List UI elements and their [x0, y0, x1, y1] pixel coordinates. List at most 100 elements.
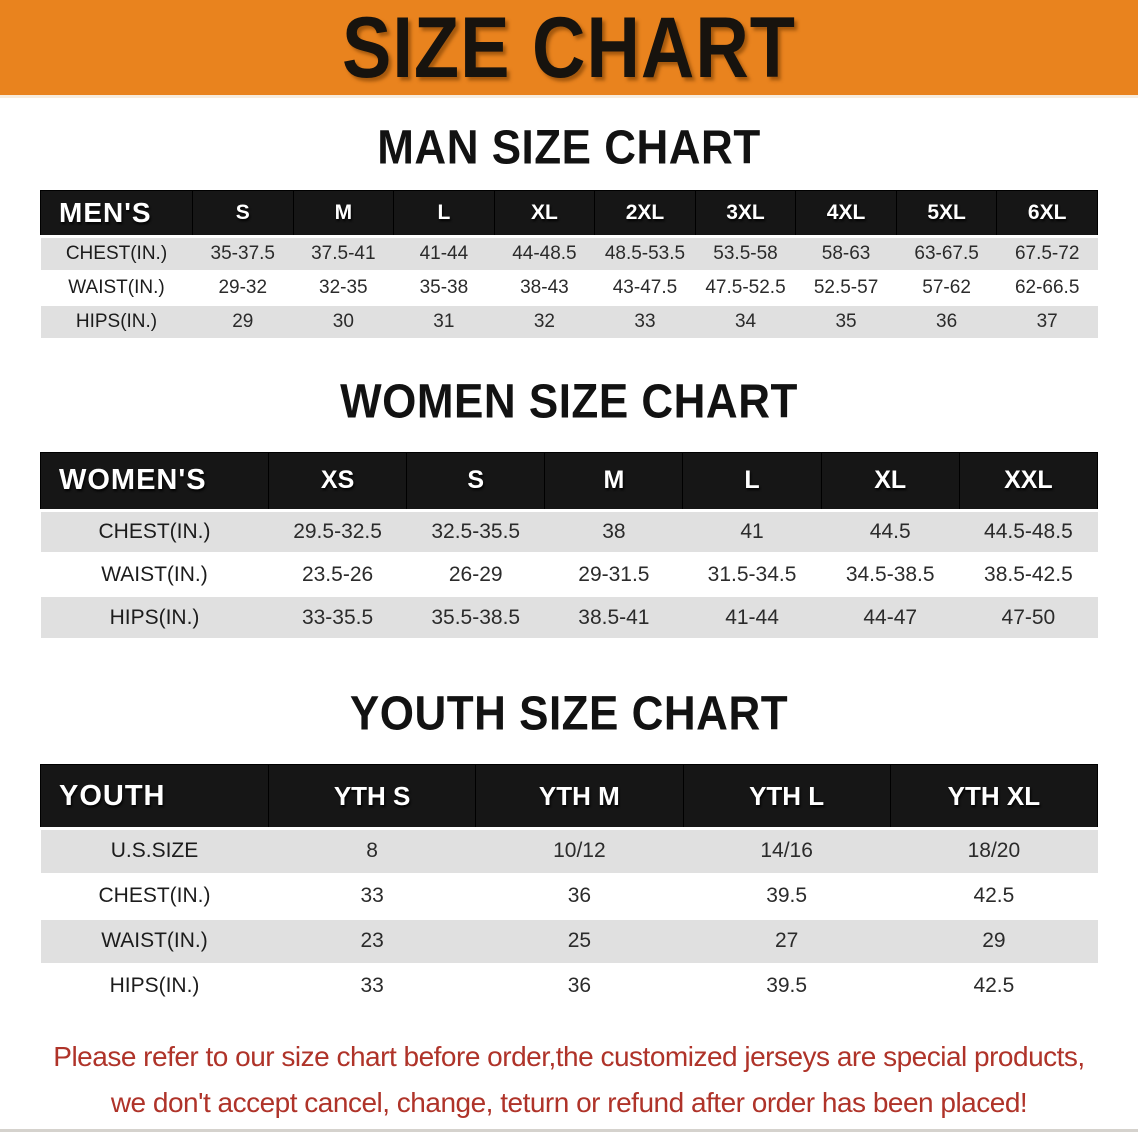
- measurement-value: 39.5: [683, 873, 891, 920]
- measurement-label: HIPS(IN.): [40, 596, 269, 640]
- men-size-table: MEN'S S M L XL 2XL 3XL 4XL 5XL 6XL CHEST(IN.) 35-37…: [40, 190, 1098, 340]
- table-corner-label: WOMEN'S: [40, 451, 269, 512]
- measurement-row: WAIST(IN.) 29-32 32-35 35-38 38-43 43-47.5 47.…: [40, 270, 1098, 306]
- measurement-row: U.S.SIZE 8 10/12 14/16 18/20: [40, 828, 1098, 875]
- size-column-header: 5XL: [895, 190, 998, 238]
- measurement-value: 10/12: [475, 828, 683, 875]
- women-size-table: WOMEN'S XS S M L XL XXL CHEST(IN.) 29.5-32.5 32.5…: [40, 451, 1099, 640]
- measurement-value: 44.5-48.5: [959, 510, 1098, 554]
- measurement-value: 30: [293, 304, 394, 340]
- women-section-title-text: WOMEN SIZE CHART: [340, 374, 798, 428]
- size-column-header: XL: [493, 190, 596, 238]
- measurement-value: 35-38: [393, 270, 495, 306]
- measurement-value: 36: [475, 963, 683, 1010]
- measurement-value: 36: [475, 873, 683, 920]
- size-column-header: YTH L: [682, 764, 891, 830]
- measurement-value: 33: [594, 304, 696, 340]
- size-column-header: YTH M: [475, 764, 684, 830]
- size-column-header: 2XL: [594, 190, 696, 238]
- size-column-header: M: [544, 451, 684, 512]
- measurement-value: 32.5-35.5: [406, 510, 545, 554]
- measurement-value: 53.5-58: [695, 236, 796, 272]
- measurement-value: 34.5-38.5: [821, 553, 960, 597]
- disclaimer-line-1: Please refer to our size chart before or…: [53, 1040, 1085, 1072]
- measurement-value: 63-67.5: [896, 236, 997, 272]
- measurement-value: 62-66.5: [996, 270, 1098, 306]
- size-column-header: 4XL: [795, 190, 897, 238]
- measurement-value: 34: [695, 304, 796, 340]
- measurement-value: 29.5-32.5: [268, 510, 407, 554]
- measurement-row: HIPS(IN.) 29 30 31 32 33 34 35 36 37: [40, 304, 1098, 340]
- size-column-header: S: [406, 451, 546, 512]
- measurement-value: 48.5-53.5: [594, 236, 696, 272]
- measurement-value: 47-50: [959, 596, 1098, 640]
- measurement-value: 37: [996, 304, 1098, 340]
- measurement-value: 52.5-57: [795, 270, 897, 306]
- size-header-row: WOMEN'S XS S M L XL XXL: [40, 451, 1099, 512]
- bottom-edge-line: [0, 1129, 1138, 1132]
- measurement-value: 35.5-38.5: [406, 596, 545, 640]
- measurement-value: 43-47.5: [594, 270, 696, 306]
- measurement-row: CHEST(IN.) 29.5-32.5 32.5-35.5 38 41 44.5 44.5…: [40, 510, 1098, 554]
- youth-section-title-text: YOUTH SIZE CHART: [349, 686, 789, 741]
- size-column-header: 3XL: [694, 190, 797, 238]
- table-corner-label: YOUTH: [40, 764, 269, 830]
- size-chart-banner: SIZE CHART: [0, 0, 1138, 98]
- measurement-value: 42.5: [890, 963, 1098, 1010]
- measurement-value: 44.5: [821, 510, 960, 554]
- measurement-value: 58-63: [795, 236, 897, 272]
- measurement-value: 26-29: [406, 553, 545, 597]
- measurement-value: 29-32: [192, 270, 294, 306]
- size-header-row: MEN'S S M L XL 2XL 3XL 4XL 5XL 6XL: [40, 190, 1098, 238]
- youth-size-section: YOUTH SIZE CHART YOUTH YTH S YTH M YTH L YTH…: [0, 640, 1138, 1010]
- measurement-value: 39.5: [683, 963, 891, 1010]
- measurement-value: 44-48.5: [494, 236, 595, 272]
- measurement-value: 33: [268, 873, 476, 920]
- size-column-header: L: [682, 451, 822, 512]
- measurement-row: WAIST(IN.) 23.5-26 26-29 29-31.5 31.5-34.5 34…: [40, 553, 1098, 597]
- size-column-header: L: [393, 190, 495, 238]
- measurement-label: U.S.SIZE: [40, 828, 269, 875]
- measurement-value: 47.5-52.5: [695, 270, 796, 306]
- measurement-label: HIPS(IN.): [40, 963, 269, 1010]
- size-column-header: M: [292, 190, 395, 238]
- men-section-title-text: MAN SIZE CHART: [377, 120, 761, 175]
- youth-section-title: YOUTH SIZE CHART: [0, 640, 1138, 764]
- disclaimer-line-2: we don't accept cancel, change, teturn o…: [110, 1086, 1028, 1118]
- size-column-header: YTH S: [267, 764, 477, 830]
- men-section-title: MAN SIZE CHART: [0, 98, 1138, 190]
- men-size-section: MAN SIZE CHART MEN'S S M L XL 2XL 3XL 4XL 5XL 6XL…: [0, 98, 1138, 340]
- measurement-value: 38: [544, 510, 683, 554]
- measurement-value: 31: [393, 304, 495, 340]
- measurement-row: CHEST(IN.) 33 36 39.5 42.5: [40, 873, 1098, 920]
- measurement-value: 38-43: [494, 270, 595, 306]
- size-column-header: XL: [820, 451, 960, 512]
- measurement-value: 33-35.5: [268, 596, 407, 640]
- women-size-section: WOMEN SIZE CHART WOMEN'S XS S M L XL XXL CHEST(…: [0, 340, 1138, 640]
- measurement-value: 36: [896, 304, 997, 340]
- measurement-value: 23.5-26: [268, 553, 407, 597]
- measurement-label: CHEST(IN.): [40, 510, 269, 554]
- measurement-row: WAIST(IN.) 23 25 27 29: [40, 918, 1098, 965]
- measurement-value: 44-47: [821, 596, 960, 640]
- measurement-value: 38.5-41: [544, 596, 683, 640]
- measurement-value: 41-44: [393, 236, 495, 272]
- size-column-header: XS: [267, 451, 408, 512]
- youth-size-table: YOUTH YTH S YTH M YTH L YTH XL U.S.SIZE 8 10/12…: [40, 764, 1099, 1010]
- measurement-value: 29-31.5: [544, 553, 683, 597]
- size-header-row: YOUTH YTH S YTH M YTH L YTH XL: [40, 764, 1099, 830]
- measurement-value: 31.5-34.5: [682, 553, 822, 597]
- measurement-value: 42.5: [890, 873, 1098, 920]
- measurement-value: 32-35: [293, 270, 394, 306]
- measurement-value: 35: [795, 304, 897, 340]
- measurement-value: 57-62: [896, 270, 997, 306]
- measurement-label: WAIST(IN.): [40, 270, 193, 306]
- measurement-value: 67.5-72: [996, 236, 1098, 272]
- measurement-value: 18/20: [890, 828, 1098, 875]
- measurement-value: 14/16: [683, 828, 891, 875]
- measurement-value: 23: [268, 918, 476, 965]
- size-column-header: 6XL: [996, 190, 1098, 238]
- measurement-label: CHEST(IN.): [40, 873, 269, 920]
- measurement-value: 41: [682, 510, 822, 554]
